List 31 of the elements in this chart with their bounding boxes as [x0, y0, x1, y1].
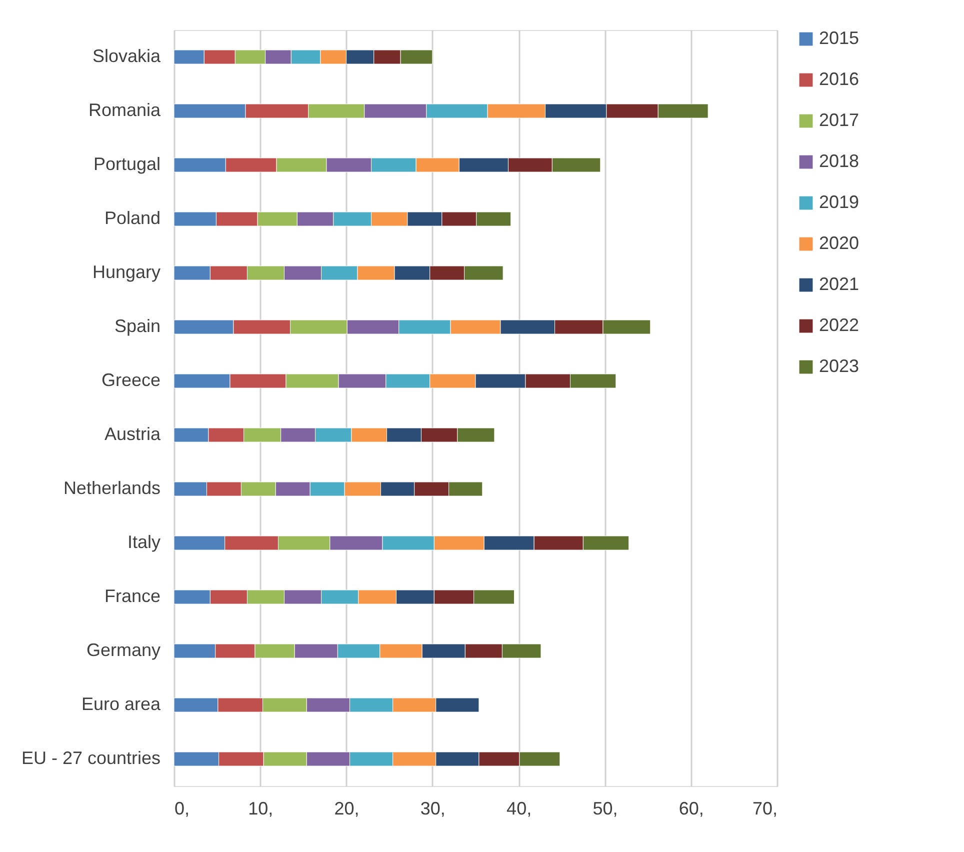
y-tick-label: Greece: [101, 370, 160, 390]
y-tick-label: Hungary: [92, 262, 160, 282]
legend-label: 2017: [819, 110, 860, 130]
y-tick-label: Portugal: [93, 154, 160, 174]
legend-label: 2021: [819, 274, 860, 294]
x-tick-label: 20,: [334, 798, 360, 818]
y-tick-label: Austria: [104, 424, 162, 444]
y-tick-label: Italy: [127, 532, 160, 552]
y-tick-label: France: [104, 586, 160, 606]
y-tick-label: Romania: [88, 100, 162, 120]
y-tick-label: Spain: [114, 316, 160, 336]
y-tick-label: Poland: [104, 208, 160, 228]
y-tick-label: Euro area: [81, 694, 162, 714]
x-tick-label: 50,: [592, 798, 618, 818]
x-tick-label: 40,: [506, 798, 532, 818]
x-tick-label: 30,: [420, 798, 446, 818]
x-tick-label: 0,: [174, 798, 190, 818]
legend-label: 2016: [819, 69, 860, 89]
legend-label: 2023: [819, 356, 860, 376]
y-tick-label: EU - 27 countries: [21, 748, 160, 768]
legend-label: 2018: [819, 151, 860, 171]
x-tick-label: 60,: [678, 798, 704, 818]
legend-label: 2022: [819, 315, 860, 335]
x-tick-label: 10,: [248, 798, 274, 818]
legend-label: 2015: [819, 28, 860, 48]
legend-label: 2019: [819, 192, 860, 212]
y-tick-label: Germany: [86, 640, 160, 660]
y-tick-label: Slovakia: [92, 46, 162, 66]
x-tick-label: 70,: [752, 798, 778, 818]
legend-label: 2020: [819, 233, 860, 253]
y-tick-label: Netherlands: [63, 478, 160, 498]
